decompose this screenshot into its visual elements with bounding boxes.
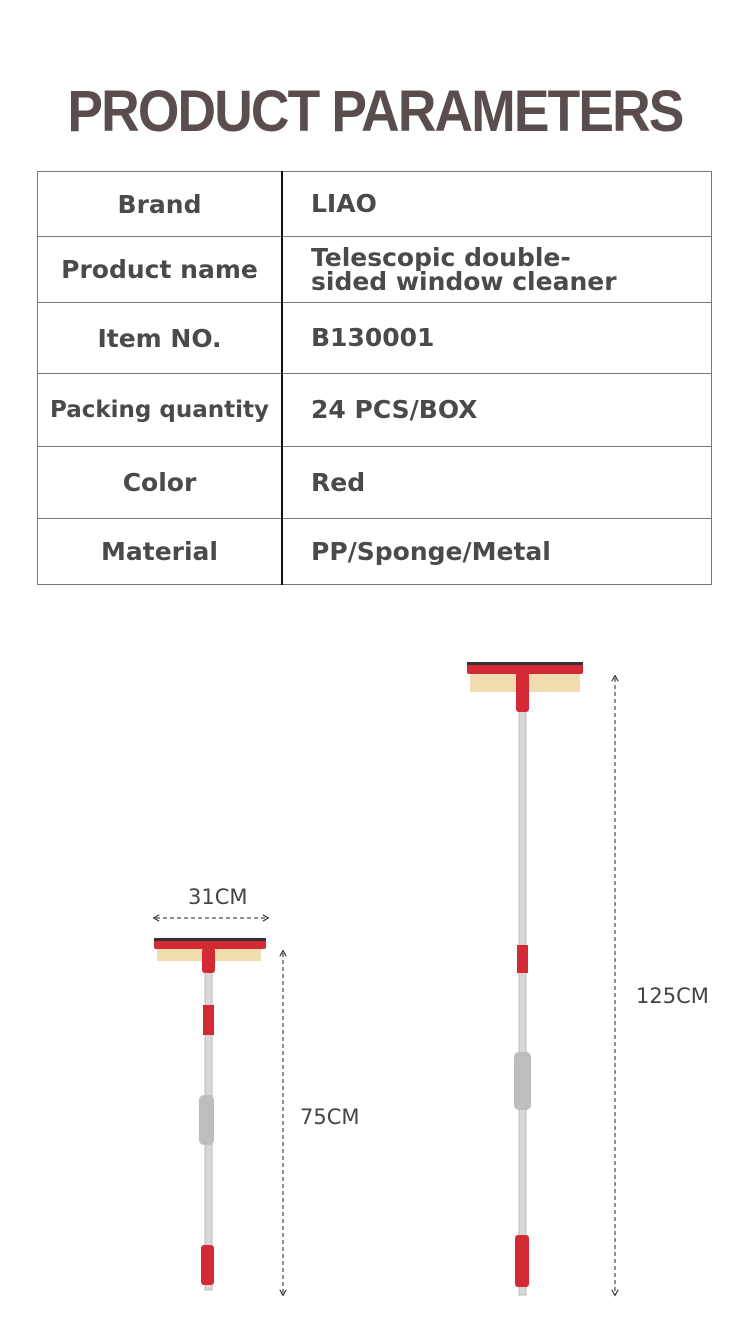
param-key: Product name: [37, 236, 283, 303]
extended-cleaner-image: [467, 662, 583, 1296]
param-key: Material: [37, 518, 283, 585]
table-row: Material PP/Sponge/Metal: [37, 518, 712, 585]
param-value: LIAO: [281, 171, 712, 237]
collapsed-cleaner-image: [154, 938, 266, 1291]
table-row: Color Red: [37, 446, 712, 519]
product-illustration: [152, 662, 619, 1297]
param-key: Brand: [37, 171, 283, 237]
param-value: Red: [281, 446, 712, 519]
table-row: Item NO. B130001: [37, 302, 712, 374]
param-value: B130001: [281, 302, 712, 374]
parameters-table: Brand LIAO Product name Telescopic double-…: [37, 171, 712, 585]
param-value: 24 PCS/BOX: [281, 373, 712, 447]
param-key: Color: [37, 446, 283, 519]
table-row: Brand LIAO: [37, 171, 712, 237]
page-title: PRODUCT PARAMETERS: [67, 79, 684, 144]
param-value: PP/Sponge/Metal: [281, 518, 712, 585]
head-width-label: 31CM: [188, 885, 248, 909]
collapsed-length-label: 75CM: [300, 1105, 360, 1129]
extended-length-label: 125CM: [636, 984, 709, 1008]
param-value: Telescopic double-sided window cleaner: [281, 236, 712, 303]
table-row: Packing quantity 24 PCS/BOX: [37, 373, 712, 447]
param-key: Item NO.: [37, 302, 283, 374]
param-key: Packing quantity: [37, 373, 283, 447]
table-row: Product name Telescopic double-sided wind…: [37, 236, 712, 303]
